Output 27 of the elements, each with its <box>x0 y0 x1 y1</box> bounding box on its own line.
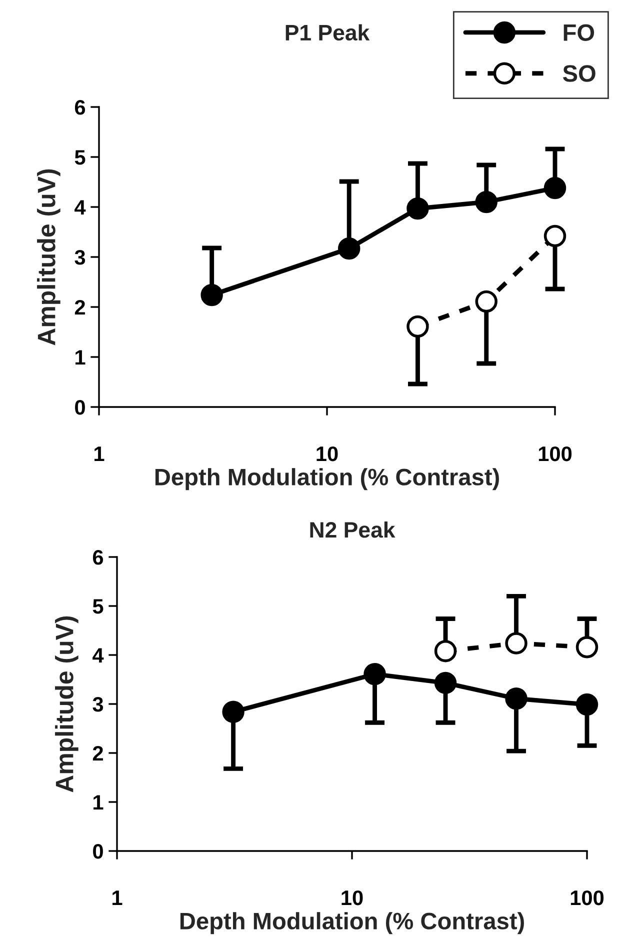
y-tick-label: 0 <box>75 400 85 415</box>
y-tick-label: 5 <box>92 599 104 614</box>
x-tick-label: 100 <box>570 890 604 906</box>
y-tick-label: 6 <box>74 100 86 115</box>
x-tick-label: 10 <box>316 446 338 462</box>
y-tick-label: 3 <box>92 697 104 712</box>
y-tick-label: 1 <box>94 795 104 810</box>
x-axis-title: Depth Modulation (% Contrast) <box>180 912 524 934</box>
y-tick-label: 1 <box>76 350 86 365</box>
y-tick-label: 0 <box>93 844 103 859</box>
y-tick-label: 6 <box>92 550 104 565</box>
y-tick-label: 4 <box>92 648 104 663</box>
y-axis-title: Amplitude (uV) <box>37 169 60 346</box>
legend-label: FO <box>564 24 594 41</box>
y-tick-label: 4 <box>74 200 86 215</box>
x-axis-title: Depth Modulation (% Contrast) <box>155 468 499 490</box>
y-tick-label: 3 <box>74 250 86 265</box>
y-tick-label: 5 <box>74 150 86 165</box>
x-tick-label: 100 <box>538 446 572 462</box>
legend-label: SO <box>562 65 596 82</box>
chart-title: P1 Peak <box>286 24 370 41</box>
chart-title: N2 Peak <box>310 521 396 538</box>
y-tick-label: 2 <box>92 746 103 761</box>
y-tick-label: 2 <box>74 300 85 315</box>
x-tick-label: 1 <box>112 890 122 905</box>
y-axis-title: Amplitude (uV) <box>55 616 78 792</box>
x-tick-label: 10 <box>342 890 363 906</box>
